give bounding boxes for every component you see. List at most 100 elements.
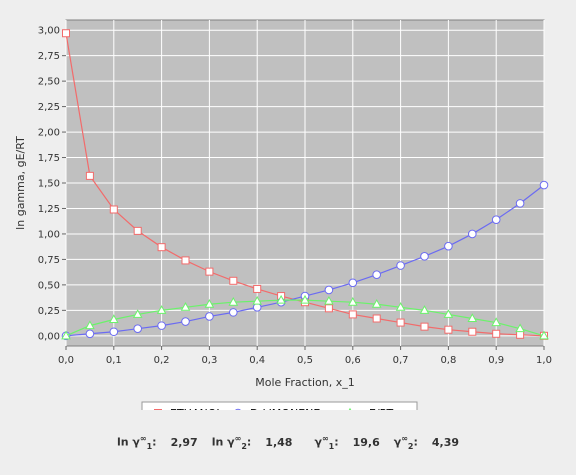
gamma2-label: γ∞2: — [393, 433, 418, 451]
y-tick-label: 0,50 — [38, 280, 60, 291]
data-point-ethanol — [157, 243, 166, 252]
data-point-ethanol — [181, 256, 190, 265]
data-point-ge-rt — [156, 305, 167, 314]
y-tick-label: 2,00 — [38, 128, 60, 139]
data-point-d-limonene — [205, 312, 214, 321]
data-point-ge-rt — [371, 299, 382, 308]
x-tick-label: 0,1 — [106, 355, 122, 366]
data-point-d-limonene — [468, 229, 477, 239]
legend-label-ge-rt: gE/RT — [362, 407, 393, 410]
x-tick-label: 0,3 — [201, 355, 217, 366]
legend-item-d-limonene: D-LIMONENE — [234, 407, 320, 410]
data-point-d-limonene — [420, 252, 429, 261]
data-point-d-limonene — [491, 215, 501, 224]
axis-ticks: 0,00 0,25 0,50 0,75 1,00 1,25 1,50 1,75 2,00 2,25… — [38, 26, 552, 366]
data-point-ethanol — [133, 226, 142, 235]
data-point-ge-rt — [515, 323, 525, 333]
data-point-ethanol — [253, 284, 262, 293]
x-tick-label: 0,0 — [58, 355, 74, 366]
data-point-d-limonene — [85, 329, 95, 339]
x-tick-label: 0,8 — [440, 355, 456, 366]
legend-box — [141, 401, 418, 410]
data-point-ge-rt — [395, 302, 406, 311]
y-axis-title: ln gamma, gE/RT — [14, 136, 27, 230]
ln-gamma1-label: ln γ∞1: — [116, 433, 157, 451]
data-point-ge-rt — [491, 317, 502, 327]
x-tick-label: 0,2 — [154, 355, 170, 366]
data-point-ge-rt — [108, 314, 119, 324]
data-point-d-limonene — [539, 180, 549, 190]
data-point-d-limonene — [324, 285, 334, 295]
gamma1-value: 19,6 — [352, 435, 380, 449]
data-point-ge-rt — [347, 296, 358, 306]
activity-coefficients-readout: ln γ∞1: 2,97 ln γ∞2: 1,48 γ∞1: 19,6 γ∞2:… — [0, 430, 576, 454]
data-point-ethanol — [444, 325, 453, 334]
y-tick-label: 1,50 — [38, 179, 60, 190]
data-point-ethanol — [420, 322, 429, 331]
y-tick-label: 3,00 — [38, 26, 60, 37]
data-point-ethanol — [85, 171, 94, 180]
y-tick-label: 2,50 — [38, 77, 60, 88]
legend-marker-ge-rt — [348, 407, 352, 410]
data-point-ethanol — [62, 29, 70, 38]
data-point-d-limonene — [157, 321, 166, 330]
data-point-ethanol — [324, 304, 333, 313]
x-tick-label: 0,6 — [345, 355, 361, 366]
data-point-ethanol — [492, 329, 501, 338]
data-point-ge-rt — [443, 309, 454, 318]
series-layer — [61, 29, 549, 341]
legend-label-d-limonene: D-LIMONENE — [250, 407, 320, 410]
legend: ETHANOL D-LIMONENE gE/RT — [154, 407, 393, 410]
data-point-d-limonene — [444, 241, 453, 251]
data-point-ge-rt — [467, 313, 478, 322]
data-point-d-limonene — [229, 308, 238, 317]
data-point-d-limonene — [348, 278, 358, 288]
x-tick-label: 0,4 — [249, 355, 265, 366]
series-ge-rt — [61, 294, 549, 340]
data-point-d-limonene — [133, 324, 142, 333]
data-point-ethanol — [516, 330, 525, 339]
data-point-ge-rt — [132, 309, 143, 318]
data-point-ethanol — [348, 310, 357, 319]
ln-gamma2-value: 1,48 — [265, 435, 293, 449]
ln-gamma2-label: ln γ∞2: — [211, 433, 252, 451]
data-point-ge-rt — [539, 330, 549, 340]
grid-lines — [65, 20, 545, 346]
data-point-ethanol — [396, 318, 405, 327]
gamma1-label: γ∞1: — [314, 433, 339, 451]
data-point-d-limonene — [181, 317, 190, 326]
data-point-ethanol — [205, 267, 214, 276]
y-tick-label: 1,25 — [38, 204, 60, 215]
x-tick-label: 0,5 — [297, 355, 313, 366]
x-axis-title: Mole Fraction, x_1 — [255, 376, 354, 389]
data-point-ge-rt — [61, 330, 71, 340]
data-point-ethanol — [109, 205, 118, 214]
data-point-ge-rt — [300, 294, 310, 304]
y-tick-label: 0,25 — [38, 306, 60, 317]
data-point-ethanol — [468, 327, 477, 336]
data-point-ethanol — [229, 276, 238, 285]
legend-marker-d-limonene — [234, 408, 242, 410]
y-tick-label: 0,00 — [38, 331, 60, 342]
ln-gamma1-value: 2,97 — [170, 435, 198, 449]
legend-item-ge-rt: gE/RT — [348, 407, 393, 410]
data-point-ge-rt — [228, 296, 239, 306]
y-tick-label: 2,25 — [38, 102, 60, 113]
y-tick-label: 1,75 — [38, 153, 60, 164]
data-point-ge-rt — [204, 299, 215, 308]
x-tick-label: 0,7 — [393, 355, 409, 366]
y-tick-label: 2,75 — [38, 51, 60, 62]
x-tick-label: 1,0 — [536, 355, 552, 366]
legend-marker-ethanol — [154, 409, 162, 410]
x-tick-label: 0,9 — [488, 355, 504, 366]
data-point-ge-rt — [324, 295, 334, 305]
legend-label-ethanol: ETHANOL — [170, 407, 223, 410]
gamma2-value: 4,39 — [431, 435, 460, 449]
data-point-ethanol — [372, 314, 381, 323]
data-point-ge-rt — [85, 320, 95, 330]
data-point-ge-rt — [180, 302, 191, 311]
data-point-d-limonene — [109, 327, 119, 337]
data-point-ge-rt — [252, 295, 263, 305]
y-tick-label: 0,75 — [38, 255, 60, 266]
